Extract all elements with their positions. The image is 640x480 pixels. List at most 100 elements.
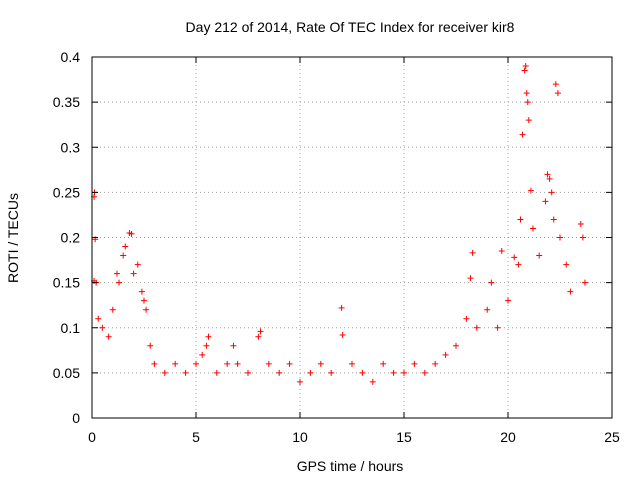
grid	[92, 57, 612, 418]
data-point	[172, 360, 179, 367]
data-point	[522, 63, 529, 70]
data-point	[550, 216, 557, 223]
data-point	[95, 315, 102, 322]
data-point	[369, 378, 376, 385]
data-point	[548, 189, 555, 196]
x-tick-label: 15	[396, 429, 412, 445]
data-point	[349, 360, 355, 367]
data-point	[224, 360, 231, 367]
data-point	[498, 248, 505, 255]
data-point	[99, 324, 106, 331]
data-point	[453, 342, 459, 349]
data-point	[484, 306, 491, 313]
data-point	[577, 220, 584, 227]
data-point	[317, 360, 324, 367]
data-point	[182, 369, 189, 376]
data-point	[401, 369, 407, 376]
data-point	[525, 117, 532, 124]
data-point	[359, 369, 366, 376]
y-tick-label: 0.4	[61, 49, 81, 65]
data-point	[113, 270, 120, 277]
data-point	[536, 252, 543, 259]
data-point	[523, 90, 530, 97]
data-point	[128, 230, 135, 237]
data-point	[143, 306, 150, 313]
data-point	[286, 360, 293, 367]
data-point	[328, 369, 335, 376]
data-point	[245, 369, 251, 376]
y-tick-label: 0.1	[61, 320, 81, 336]
x-axis-label: GPS time / hours	[297, 458, 404, 474]
data-point	[463, 315, 470, 322]
data-points	[91, 63, 588, 385]
data-point	[563, 261, 570, 268]
chart-title: Day 212 of 2014, Rate Of TEC Index for r…	[186, 19, 515, 35]
data-point	[488, 279, 495, 286]
data-point	[120, 252, 127, 259]
data-point	[338, 304, 345, 311]
data-point	[161, 369, 168, 376]
data-point	[517, 216, 524, 223]
x-tick-label: 5	[192, 429, 200, 445]
data-point	[205, 333, 212, 340]
data-point	[527, 187, 534, 194]
data-point	[544, 171, 551, 178]
y-tick-label: 0.2	[61, 230, 81, 246]
y-tick-label: 0	[72, 410, 80, 426]
data-point	[265, 360, 272, 367]
data-point	[203, 342, 210, 349]
y-axis-label: ROTI / TECUs	[5, 193, 21, 283]
x-tick-label: 25	[604, 429, 620, 445]
data-point	[122, 243, 129, 250]
data-point	[521, 67, 528, 74]
x-tick-label: 0	[88, 429, 96, 445]
data-point	[255, 333, 262, 340]
data-point	[109, 306, 116, 313]
y-tick-label: 0.3	[61, 139, 81, 155]
data-point	[134, 261, 141, 268]
data-point	[105, 333, 112, 340]
data-point	[473, 324, 480, 331]
data-point	[390, 369, 397, 376]
data-point	[442, 351, 449, 358]
y-tick-label: 0.05	[53, 365, 80, 381]
data-point	[307, 369, 314, 376]
data-point	[557, 234, 563, 241]
data-point	[339, 331, 346, 338]
data-point	[505, 297, 511, 304]
data-point	[581, 279, 588, 286]
x-tick-label: 20	[500, 429, 516, 445]
data-point	[193, 360, 199, 367]
data-point	[276, 369, 283, 376]
data-point	[519, 131, 526, 138]
data-point	[432, 360, 439, 367]
data-point	[138, 288, 145, 295]
data-point	[411, 360, 418, 367]
data-point	[213, 369, 220, 376]
data-point	[147, 342, 154, 349]
data-point	[579, 234, 586, 241]
data-point	[234, 360, 241, 367]
data-point	[546, 175, 553, 182]
data-point	[524, 99, 531, 106]
y-tick-label: 0.25	[53, 184, 80, 200]
data-point	[567, 288, 574, 295]
data-point	[199, 351, 206, 358]
axis-ticks: 0 5 10 15 20 25 0 0.05 0.1 0.15 0.2 0.25 0.3 0.35 0.4	[53, 49, 620, 445]
data-point	[230, 342, 237, 349]
data-point	[552, 81, 559, 88]
data-point	[529, 225, 536, 232]
data-point	[141, 297, 147, 304]
data-point	[554, 90, 561, 97]
data-point	[257, 328, 264, 335]
x-tick-label: 10	[292, 429, 308, 445]
data-point	[467, 275, 474, 282]
data-point	[515, 261, 522, 268]
y-tick-label: 0.35	[53, 94, 80, 110]
y-tick-label: 0.15	[53, 275, 80, 291]
data-point	[421, 369, 428, 376]
data-point	[130, 270, 137, 277]
data-point	[297, 378, 303, 385]
data-point	[469, 249, 476, 256]
